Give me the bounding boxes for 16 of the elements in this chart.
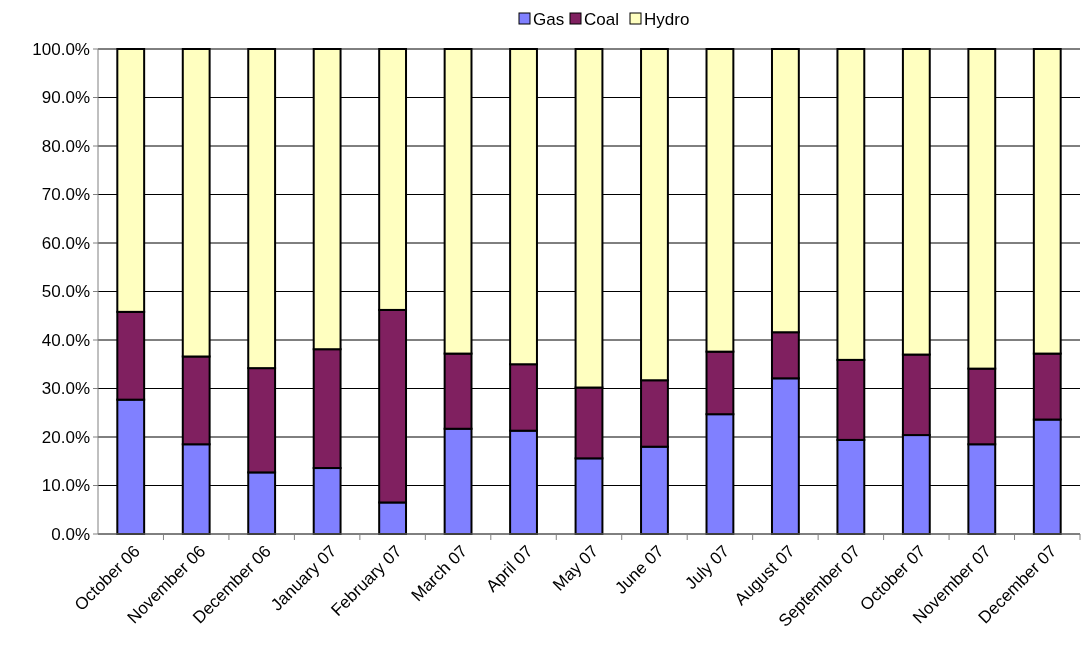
y-tick-label: 50.0% (41, 282, 90, 302)
x-tick-label: May 07 (549, 541, 603, 595)
y-tick-label: 100.0% (32, 39, 90, 59)
y-tick-label: 80.0% (41, 136, 90, 156)
y-tick-label: 60.0% (41, 233, 90, 253)
y-tick-label: 40.0% (41, 330, 90, 350)
y-tick-label: 30.0% (41, 379, 90, 399)
legend-label: Hydro (644, 9, 690, 29)
y-tick-label: 0.0% (51, 524, 90, 544)
y-tick-label: 10.0% (41, 476, 90, 496)
x-tick-label: July 07 (681, 541, 733, 594)
legend-label: Gas (533, 9, 565, 29)
y-tick-label: 90.0% (41, 88, 90, 108)
legend-label: Coal (584, 9, 619, 29)
y-tick-label: 20.0% (41, 427, 90, 447)
y-tick-label: 70.0% (41, 185, 90, 205)
